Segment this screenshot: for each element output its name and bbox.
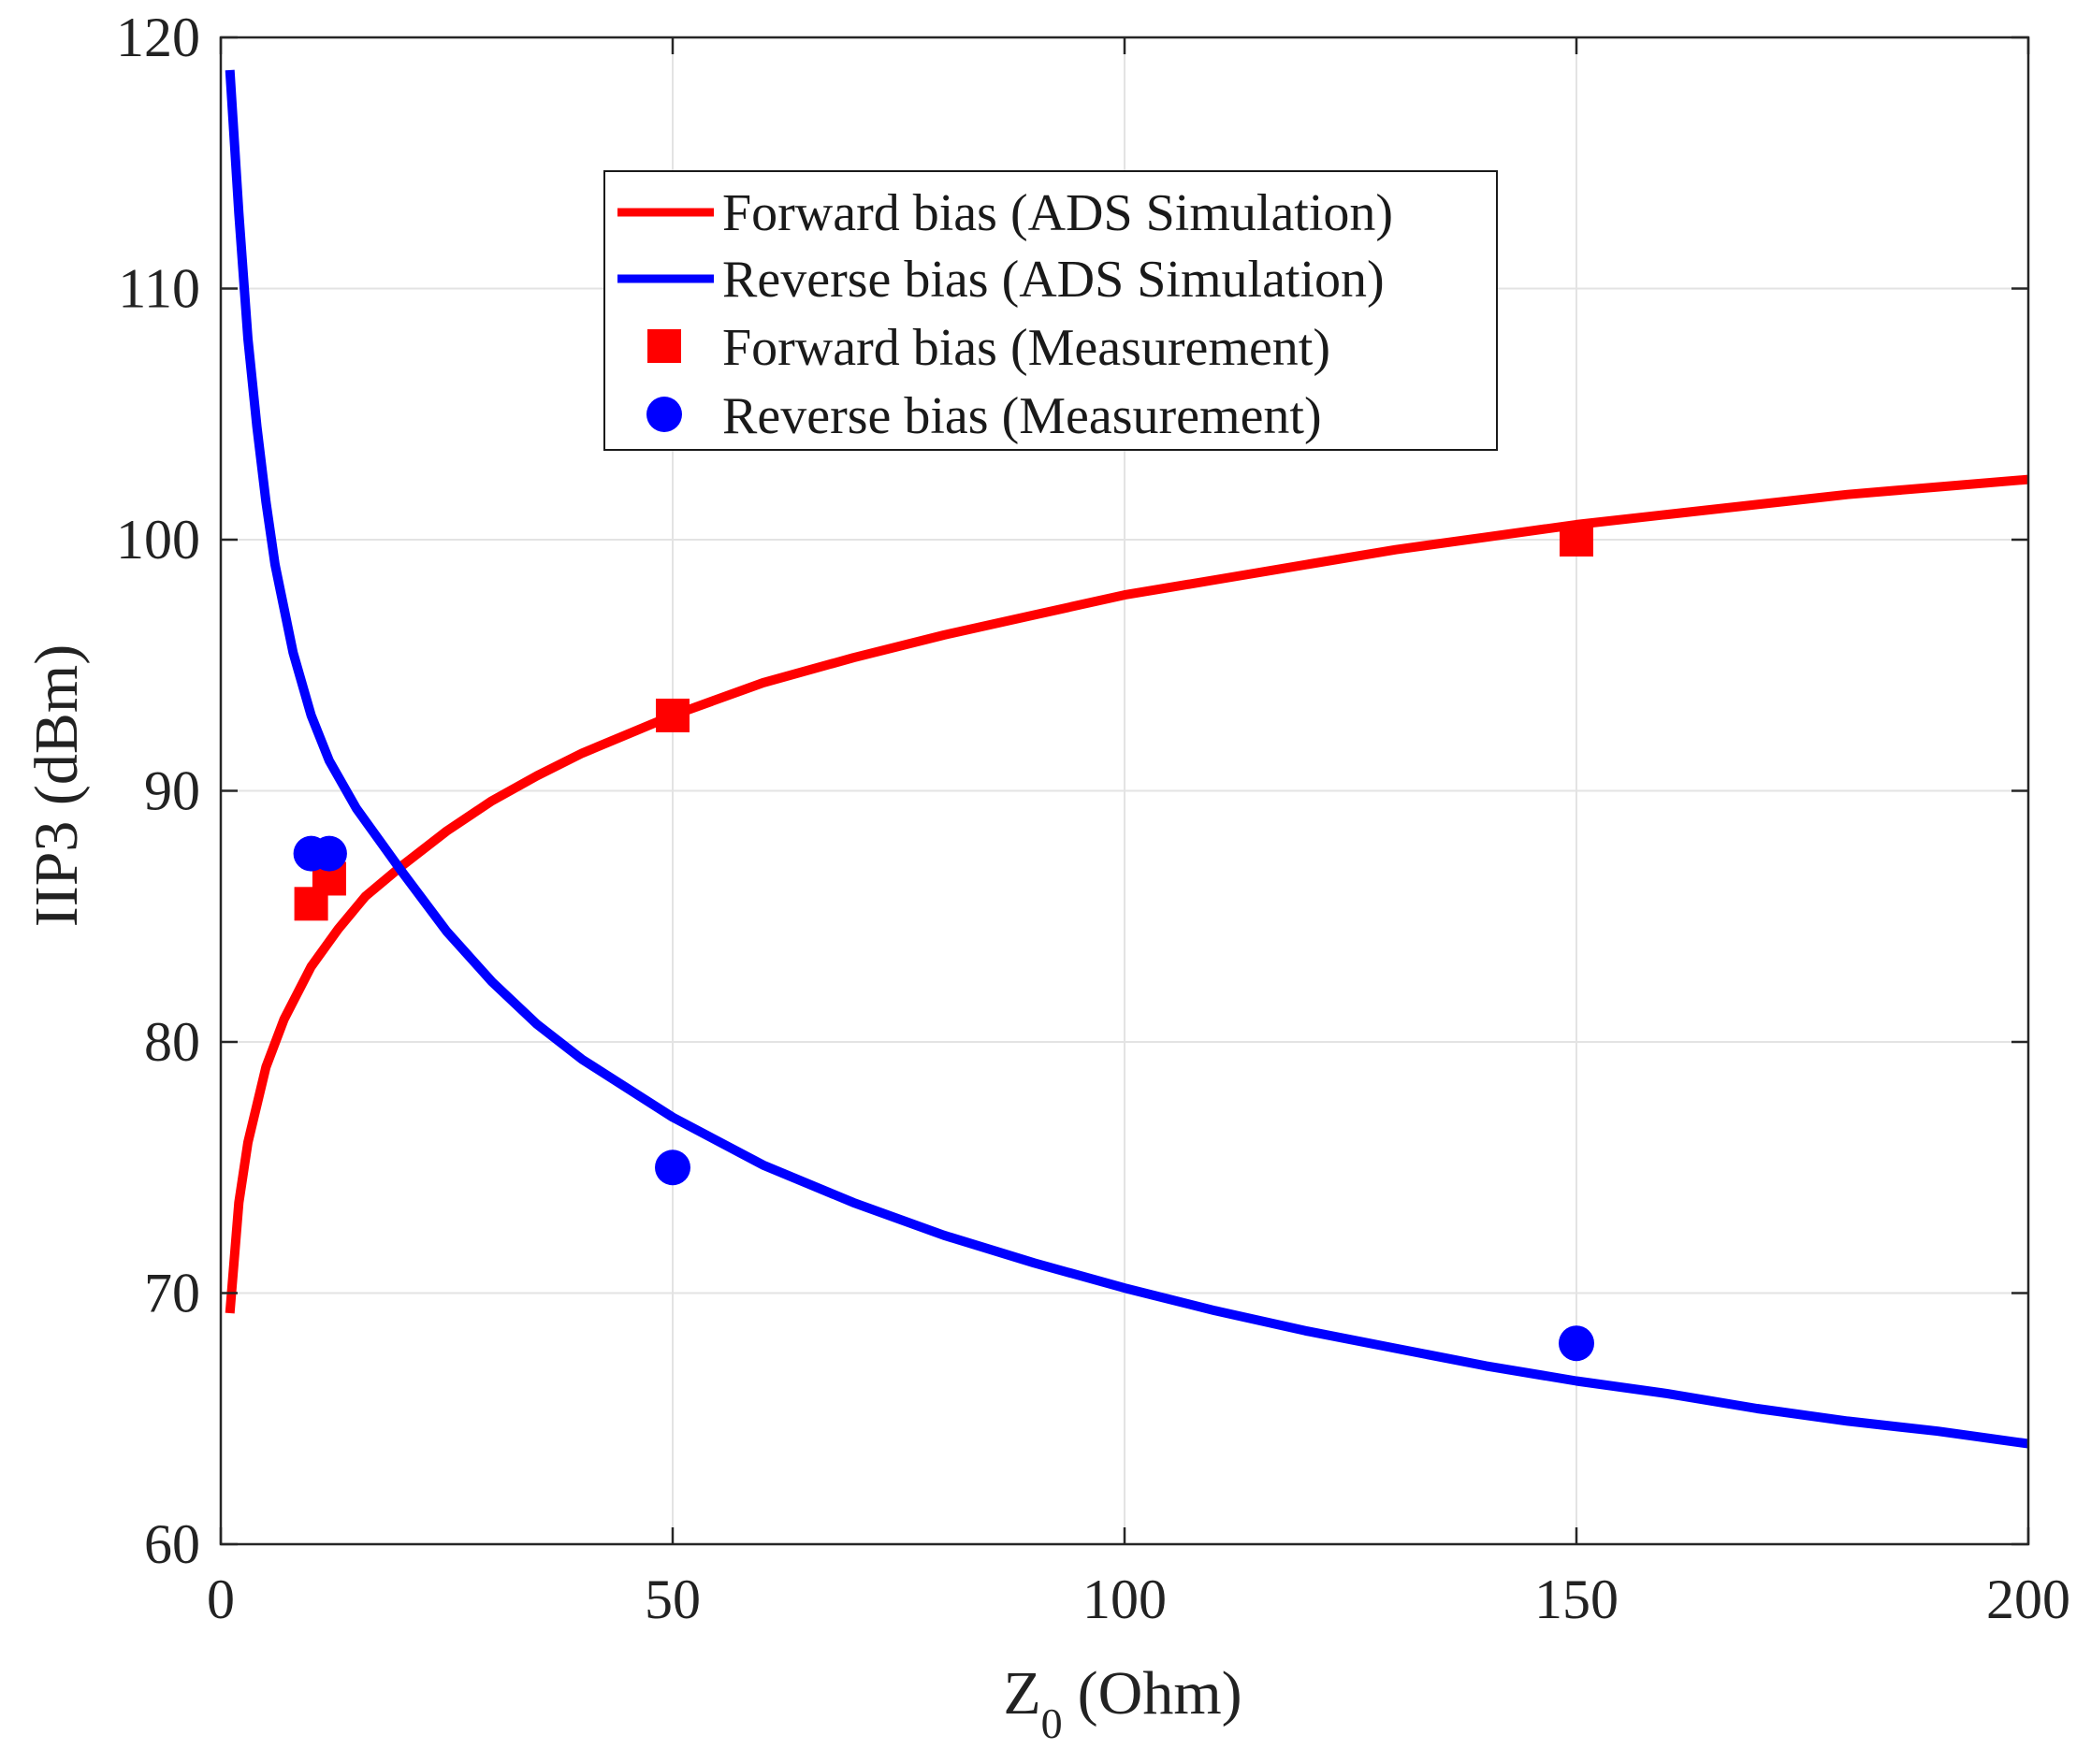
y-tick-label: 100 [116,509,200,571]
x-tick-label: 150 [1534,1569,1619,1630]
x-axis-title-subscript: 0 [1041,1699,1063,1747]
forward-measurement-point [1560,523,1593,557]
legend-reverse-meas-marker [646,397,682,432]
reverse-measurement-point [1559,1325,1594,1362]
x-axis-title-unit: (Ohm) [1078,1659,1242,1728]
legend-entry-reverse-meas: Reverse bias (Measurement) [722,387,1322,445]
series-line-0 [225,474,2029,1314]
legend-box [603,170,1498,451]
y-tick-label: 60 [144,1513,200,1575]
reverse-measurement-point [655,1149,690,1186]
series-line-1 [225,69,2029,1449]
y-tick-label: 80 [144,1011,200,1073]
x-axis-title: Z0 (Ohm) [1003,1659,1242,1747]
series-layer [225,69,2029,1449]
x-axis-title-main: Z [1003,1659,1040,1728]
x-tick-label: 50 [645,1569,701,1630]
forward-measurement-point [656,698,690,732]
legend-entry-forward-meas: Forward bias (Measurement) [722,319,1330,377]
y-tick-label: 90 [144,760,200,822]
y-axis-title: IIP3 (dBm) [22,644,91,927]
x-tick-label: 200 [1986,1569,2070,1630]
legend: Forward bias (ADS Simulation) Reverse bi… [603,170,1498,451]
legend-entry-forward-sim: Forward bias (ADS Simulation) [722,184,1393,242]
tick-layer: 0 50 100 150 200 60 70 80 90 100 110 120 [116,7,2070,1630]
y-tick-label: 120 [116,7,200,68]
y-tick-label: 70 [144,1263,200,1324]
x-tick-label: 0 [207,1569,235,1630]
y-tick-label: 110 [118,258,200,320]
reverse-measurement-point [311,835,347,872]
legend-entry-reverse-sim: Reverse bias (ADS Simulation) [722,251,1385,309]
x-tick-label: 100 [1082,1569,1167,1630]
legend-forward-meas-marker [647,329,681,363]
